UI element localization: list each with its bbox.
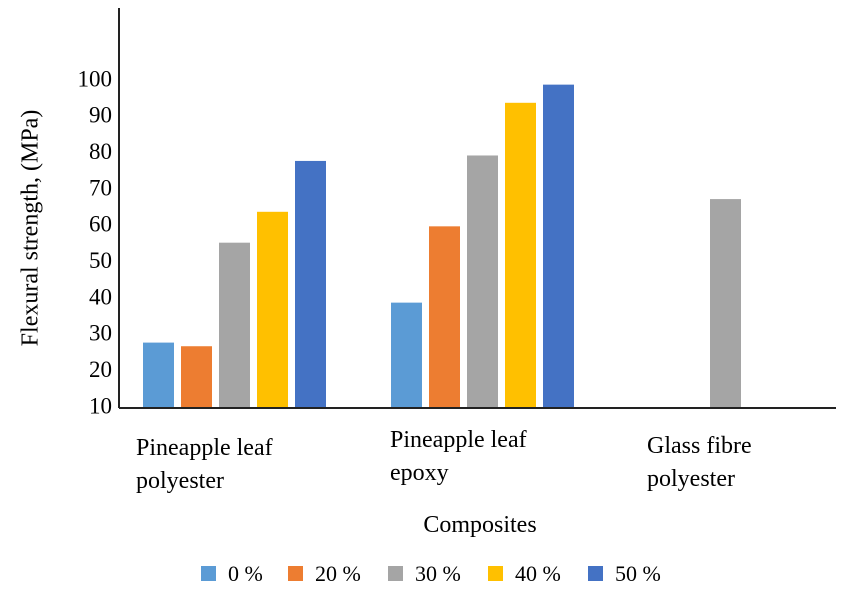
- category-label: polyester: [136, 468, 224, 494]
- x-axis-title: Composites: [423, 512, 536, 538]
- y-tick-label: 10: [89, 393, 112, 418]
- y-tick-labels: 10 20 30 40 50 60 70 80 90 100: [78, 66, 113, 418]
- bar-20pct-cat1: [181, 346, 212, 408]
- bar-50pct-cat1: [295, 160, 326, 408]
- category-label: polyester: [647, 466, 735, 492]
- y-tick-label: 60: [89, 212, 112, 237]
- bar-0pct-cat1: [143, 342, 174, 408]
- bar-20pct-cat2: [429, 226, 460, 408]
- category-label: epoxy: [390, 460, 449, 486]
- legend-label: 20 %: [315, 561, 361, 586]
- legend-label: 30 %: [415, 561, 461, 586]
- y-tick-label: 30: [89, 321, 112, 346]
- y-tick-label: 90: [89, 103, 112, 128]
- bar-40pct-cat2: [505, 102, 536, 409]
- y-tick-label: 50: [89, 248, 112, 273]
- y-tick-label: 20: [89, 357, 112, 382]
- bars-group: [143, 84, 741, 409]
- legend-swatch: [288, 566, 303, 581]
- category-label: Pineapple leaf: [136, 435, 273, 461]
- category-labels: Pineapple leaf polyester Pineapple leaf epo…: [136, 427, 752, 494]
- category-label: Glass fibre: [647, 433, 752, 459]
- y-tick-label: 40: [89, 284, 112, 309]
- y-tick-label: 70: [89, 175, 112, 200]
- bar-40pct-cat1: [257, 211, 288, 408]
- legend-swatch: [488, 566, 503, 581]
- y-tick-label: 100: [78, 66, 113, 91]
- bar-50pct-cat2: [543, 84, 574, 408]
- bar-0pct-cat2: [391, 302, 422, 408]
- legend-label: 40 %: [515, 561, 561, 586]
- bar-30pct-cat2: [467, 155, 498, 408]
- y-axis-title: Flexural strength, (MPa): [18, 110, 44, 347]
- y-tick-label: 80: [89, 139, 112, 164]
- category-label: Pineapple leaf: [390, 427, 527, 453]
- legend-swatch: [588, 566, 603, 581]
- bar-30pct-cat1: [219, 242, 250, 408]
- bar-30pct-cat3: [710, 199, 741, 408]
- legend: 0 % 20 % 30 % 40 % 50 %: [201, 561, 661, 586]
- legend-label: 0 %: [228, 561, 263, 586]
- legend-label: 50 %: [615, 561, 661, 586]
- legend-swatch: [388, 566, 403, 581]
- legend-swatch: [201, 566, 216, 581]
